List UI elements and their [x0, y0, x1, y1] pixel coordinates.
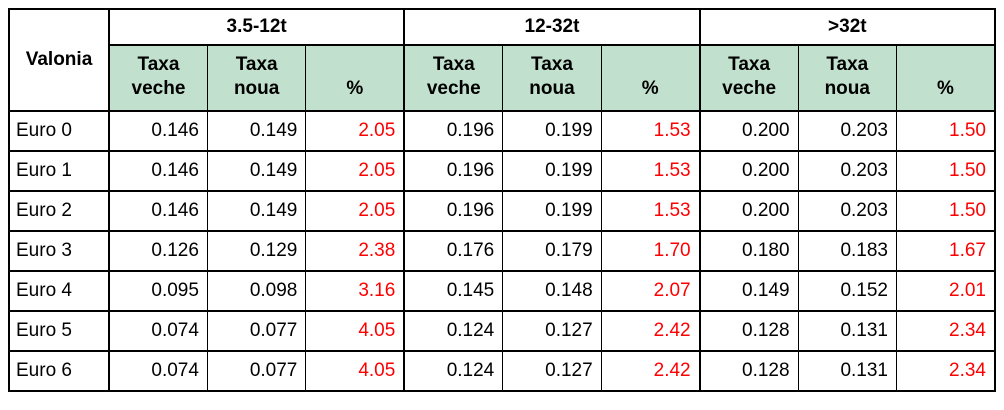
- cell-taxa-noua: 0.127: [502, 310, 602, 352]
- cell-taxa-veche: 0.146: [107, 150, 208, 192]
- cell-taxa-veche: 0.124: [403, 310, 504, 352]
- cell-taxa-noua: 0.203: [797, 110, 898, 152]
- cell-percent: 1.67: [896, 230, 996, 272]
- table-row: Euro 0 0.146 0.149 2.05 0.196 0.199 1.53…: [8, 110, 996, 152]
- cell-percent: 1.53: [600, 190, 701, 232]
- cell-taxa-noua: 0.199: [502, 150, 602, 192]
- cell-percent: 2.05: [305, 190, 405, 232]
- cell-taxa-noua: 0.183: [797, 230, 898, 272]
- subheader-taxa-veche: Taxa veche: [403, 44, 504, 112]
- table-row: Euro 2 0.146 0.149 2.05 0.196 0.199 1.53…: [8, 190, 996, 232]
- cell-taxa-veche: 0.149: [698, 270, 799, 312]
- cell-percent: 2.34: [896, 310, 996, 352]
- cell-taxa-veche: 0.196: [403, 190, 504, 232]
- cell-taxa-noua: 0.149: [206, 110, 307, 152]
- cell-taxa-veche: 0.145: [403, 270, 504, 312]
- group-header-3-5-12t: 3.5-12t: [107, 8, 405, 46]
- cell-percent: 1.70: [600, 230, 701, 272]
- group-header-gt32t: >32t: [698, 8, 996, 46]
- row-label: Euro 3: [8, 230, 110, 272]
- cell-taxa-noua: 0.203: [797, 190, 898, 232]
- cell-percent: 3.16: [305, 270, 405, 312]
- cell-taxa-veche: 0.200: [698, 150, 799, 192]
- cell-taxa-noua: 0.199: [502, 110, 602, 152]
- row-label: Euro 6: [8, 350, 110, 392]
- table-row: Euro 5 0.074 0.077 4.05 0.124 0.127 2.42…: [8, 310, 996, 352]
- cell-taxa-noua: 0.199: [502, 190, 602, 232]
- cell-percent: 2.05: [305, 110, 405, 152]
- cell-taxa-noua: 0.098: [206, 270, 307, 312]
- subheader-taxa-noua: Taxa noua: [502, 44, 602, 112]
- cell-taxa-noua: 0.149: [206, 190, 307, 232]
- subheader-percent: %: [896, 44, 996, 112]
- cell-percent: 2.42: [600, 310, 701, 352]
- cell-taxa-veche: 0.128: [698, 310, 799, 352]
- cell-taxa-noua: 0.129: [206, 230, 307, 272]
- row-label: Euro 2: [8, 190, 110, 232]
- table-row: Euro 4 0.095 0.098 3.16 0.145 0.148 2.07…: [8, 270, 996, 312]
- cell-taxa-noua: 0.077: [206, 310, 307, 352]
- cell-taxa-noua: 0.179: [502, 230, 602, 272]
- row-label: Euro 4: [8, 270, 110, 312]
- cell-percent: 1.53: [600, 110, 701, 152]
- group-header-row: Valonia 3.5-12t 12-32t >32t: [8, 8, 996, 112]
- cell-taxa-veche: 0.146: [107, 110, 208, 152]
- corner-header: Valonia: [8, 8, 110, 112]
- cell-percent: 4.05: [305, 350, 405, 392]
- cell-taxa-noua: 0.203: [797, 150, 898, 192]
- cell-taxa-veche: 0.126: [107, 230, 208, 272]
- subheader-taxa-veche: Taxa veche: [698, 44, 799, 112]
- cell-taxa-veche: 0.196: [403, 110, 504, 152]
- cell-percent: 2.34: [896, 350, 996, 392]
- cell-percent: 2.01: [896, 270, 996, 312]
- cell-taxa-noua: 0.127: [502, 350, 602, 392]
- table-row: Euro 1 0.146 0.149 2.05 0.196 0.199 1.53…: [8, 150, 996, 192]
- cell-taxa-veche: 0.176: [403, 230, 504, 272]
- cell-taxa-noua: 0.152: [797, 270, 898, 312]
- cell-percent: 2.42: [600, 350, 701, 392]
- sub-header-row: Taxa veche Taxa noua % Taxa veche Taxa n…: [9, 44, 996, 112]
- cell-taxa-veche: 0.146: [107, 190, 208, 232]
- table-row: Euro 3 0.126 0.129 2.38 0.176 0.179 1.70…: [8, 230, 996, 272]
- cell-taxa-veche: 0.128: [698, 350, 799, 392]
- cell-percent: 1.50: [896, 110, 996, 152]
- cell-taxa-veche: 0.200: [698, 110, 799, 152]
- row-label: Euro 5: [8, 310, 110, 352]
- row-label: Euro 0: [8, 110, 110, 152]
- subheader-taxa-noua: Taxa noua: [206, 44, 307, 112]
- tax-rate-table: Valonia 3.5-12t 12-32t >32t Taxa veche T…: [8, 8, 996, 392]
- cell-taxa-noua: 0.148: [502, 270, 602, 312]
- cell-percent: 2.05: [305, 150, 405, 192]
- table-row: Euro 6 0.074 0.077 4.05 0.124 0.127 2.42…: [8, 350, 996, 392]
- cell-taxa-veche: 0.074: [107, 310, 208, 352]
- cell-taxa-veche: 0.074: [107, 350, 208, 392]
- cell-taxa-veche: 0.095: [107, 270, 208, 312]
- cell-taxa-veche: 0.180: [698, 230, 799, 272]
- subheader-percent: %: [600, 44, 701, 112]
- cell-taxa-veche: 0.200: [698, 190, 799, 232]
- subheader-percent: %: [305, 44, 405, 112]
- cell-taxa-noua: 0.131: [797, 350, 898, 392]
- cell-percent: 4.05: [305, 310, 405, 352]
- subheader-taxa-veche: Taxa veche: [107, 44, 208, 112]
- row-label: Euro 1: [8, 150, 110, 192]
- cell-taxa-noua: 0.131: [797, 310, 898, 352]
- cell-taxa-veche: 0.124: [403, 350, 504, 392]
- group-header-12-32t: 12-32t: [403, 8, 701, 46]
- cell-percent: 1.50: [896, 190, 996, 232]
- cell-percent: 2.38: [305, 230, 405, 272]
- cell-percent: 1.50: [896, 150, 996, 192]
- cell-percent: 2.07: [600, 270, 701, 312]
- cell-percent: 1.53: [600, 150, 701, 192]
- subheader-taxa-noua: Taxa noua: [797, 44, 898, 112]
- cell-taxa-noua: 0.149: [206, 150, 307, 192]
- cell-taxa-noua: 0.077: [206, 350, 307, 392]
- cell-taxa-veche: 0.196: [403, 150, 504, 192]
